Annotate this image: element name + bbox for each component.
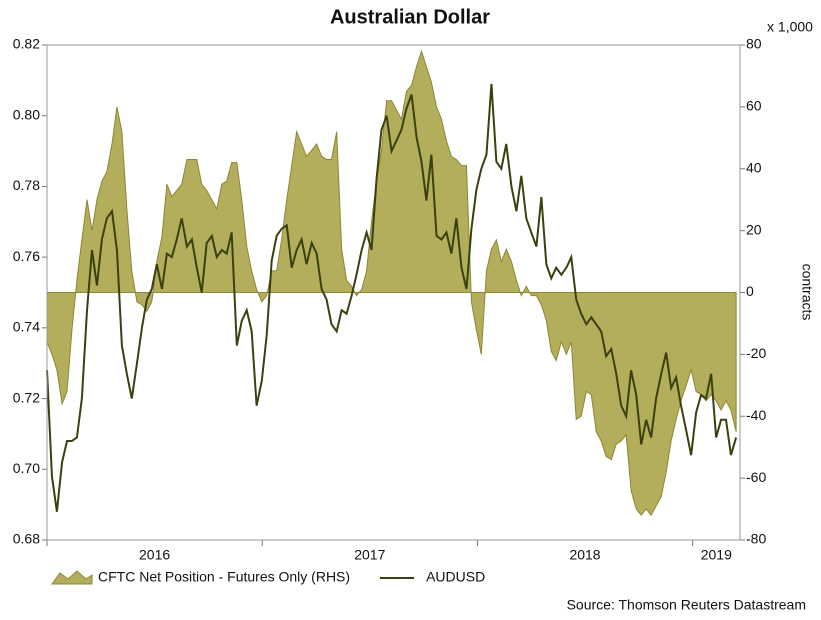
source: Source: Thomson Reuters Datastream	[567, 597, 806, 613]
x-tick-label: 2018	[569, 547, 600, 563]
chart-title: Australian Dollar	[330, 6, 490, 28]
y2-tick-label: 20	[746, 221, 762, 237]
y2-tick-label: -20	[746, 345, 766, 361]
y-tick-label: 0.70	[13, 460, 40, 476]
y2-tick-label: 0	[746, 283, 754, 299]
y2-tick-label: -60	[746, 469, 766, 485]
line	[46, 83, 738, 512]
legend-label: AUDUSD	[426, 569, 485, 585]
y-tick-label: 0.82	[13, 36, 40, 52]
legend-label: CFTC Net Position - Futures Only (RHS)	[98, 569, 350, 585]
y-tick-label: 0.72	[13, 389, 40, 405]
x-tick-label: 2019	[701, 547, 732, 563]
x-tick-label: 2016	[139, 547, 170, 563]
y2-tick-label: -40	[746, 407, 766, 423]
y-tick-label: 0.78	[13, 177, 40, 193]
y2-tick-label: -80	[746, 531, 766, 547]
x-tick-label: 2017	[354, 547, 385, 563]
y2-tick-label: 40	[746, 159, 762, 175]
y2-unit: x 1,000	[767, 19, 813, 35]
y2-tick-label: 60	[746, 98, 762, 114]
y2-axis-label: contracts	[799, 264, 815, 321]
area	[46, 49, 737, 517]
y-tick-label: 0.74	[13, 319, 40, 335]
legend-swatch	[51, 570, 93, 585]
y-tick-label: 0.68	[13, 531, 40, 547]
y-tick-label: 0.76	[13, 248, 40, 264]
plot-frame	[46, 44, 741, 541]
y-tick-label: 0.80	[13, 106, 40, 122]
y2-tick-label: 80	[746, 36, 762, 52]
